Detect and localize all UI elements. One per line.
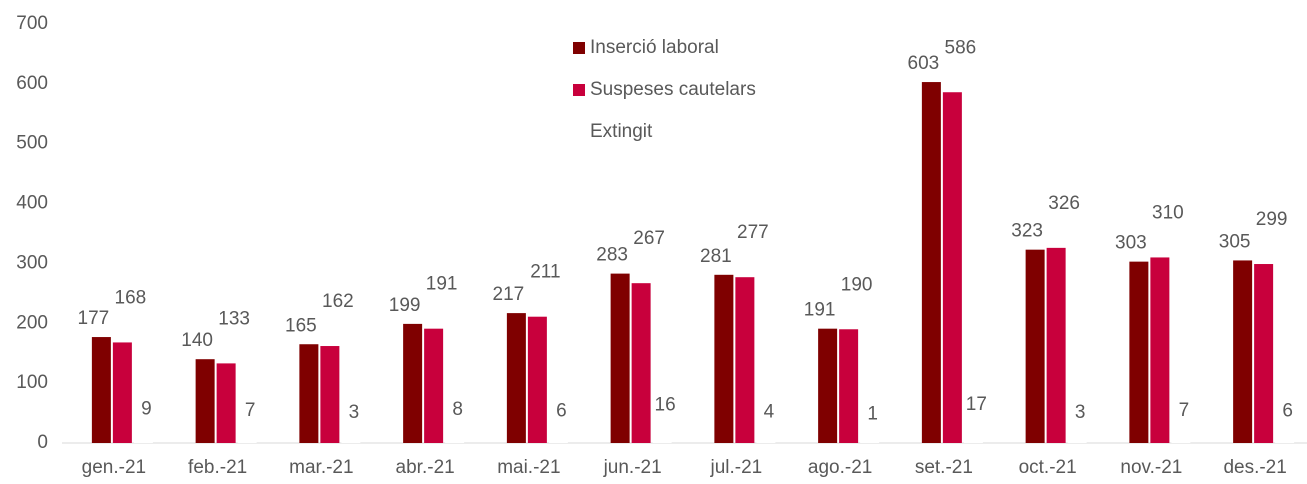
bar bbox=[195, 359, 215, 443]
bar bbox=[1171, 438, 1191, 443]
data-label: 211 bbox=[530, 262, 560, 283]
bar bbox=[237, 438, 257, 443]
bar bbox=[299, 344, 319, 443]
bar bbox=[963, 432, 983, 443]
bar bbox=[320, 346, 340, 443]
data-label: 281 bbox=[700, 246, 732, 267]
bar bbox=[216, 363, 236, 443]
data-label: 217 bbox=[493, 284, 525, 305]
data-label: 168 bbox=[115, 287, 147, 308]
x-tick-label: feb.-21 bbox=[188, 457, 247, 478]
data-label: 191 bbox=[426, 274, 458, 295]
data-label: 323 bbox=[1011, 221, 1043, 242]
bar bbox=[1129, 261, 1149, 443]
y-tick-label: 700 bbox=[16, 13, 48, 34]
data-label: 267 bbox=[633, 228, 665, 249]
data-label: 177 bbox=[78, 308, 110, 329]
data-label: 3 bbox=[1075, 402, 1086, 423]
data-label: 140 bbox=[181, 330, 213, 351]
data-label: 4 bbox=[764, 402, 775, 423]
bar bbox=[860, 442, 880, 443]
data-label: 6 bbox=[1282, 400, 1293, 421]
bar bbox=[1233, 260, 1253, 443]
data-label: 6 bbox=[556, 400, 567, 421]
bar bbox=[1275, 439, 1295, 443]
bar bbox=[1046, 247, 1066, 443]
x-tick-label: gen.-21 bbox=[82, 457, 146, 478]
data-label: 7 bbox=[245, 400, 256, 421]
x-tick-label: des.-21 bbox=[1223, 457, 1286, 478]
data-label: 1 bbox=[867, 403, 878, 424]
bar bbox=[942, 92, 962, 443]
bar bbox=[548, 439, 568, 443]
legend-label: Extingit bbox=[590, 121, 653, 142]
y-tick-label: 200 bbox=[16, 312, 48, 333]
data-label: 299 bbox=[1256, 209, 1288, 230]
data-label: 191 bbox=[804, 300, 836, 321]
data-label: 16 bbox=[655, 394, 676, 415]
legend-swatch bbox=[573, 84, 585, 96]
bar bbox=[1254, 264, 1274, 443]
bar bbox=[735, 277, 755, 443]
bar bbox=[818, 328, 838, 443]
bar bbox=[133, 437, 153, 443]
legend-label: Inserció laboral bbox=[590, 37, 719, 58]
legend-label: Suspeses cautelars bbox=[590, 79, 756, 100]
bar bbox=[610, 273, 630, 443]
bar bbox=[112, 342, 132, 443]
bar bbox=[445, 438, 465, 443]
bar bbox=[527, 316, 547, 443]
data-label: 603 bbox=[908, 53, 940, 74]
bar bbox=[921, 82, 941, 443]
data-label: 586 bbox=[945, 37, 977, 58]
data-label: 310 bbox=[1152, 202, 1184, 223]
x-tick-label: jul.-21 bbox=[710, 457, 763, 478]
data-label: 17 bbox=[966, 394, 987, 415]
legend-swatch bbox=[573, 126, 585, 138]
legend-swatch bbox=[573, 42, 585, 54]
x-tick-label: nov.-21 bbox=[1120, 457, 1182, 478]
data-label: 3 bbox=[349, 402, 360, 423]
x-tick-label: mar.-21 bbox=[289, 457, 353, 478]
x-tick-label: set.-21 bbox=[915, 457, 973, 478]
bar bbox=[506, 313, 526, 443]
data-label: 7 bbox=[1179, 400, 1190, 421]
bar bbox=[1150, 257, 1170, 443]
y-tick-label: 100 bbox=[16, 372, 48, 393]
bar bbox=[631, 283, 651, 443]
x-tick-label: oct.-21 bbox=[1019, 457, 1077, 478]
bar bbox=[1025, 249, 1045, 443]
y-tick-label: 400 bbox=[16, 193, 48, 214]
bar bbox=[756, 440, 776, 443]
y-tick-label: 500 bbox=[16, 133, 48, 154]
bar bbox=[652, 433, 672, 443]
data-label: 305 bbox=[1219, 231, 1251, 252]
y-tick-label: 600 bbox=[16, 73, 48, 94]
data-label: 303 bbox=[1115, 233, 1147, 254]
x-tick-label: ago.-21 bbox=[808, 457, 872, 478]
bar bbox=[1067, 441, 1087, 443]
x-tick-label: mai.-21 bbox=[497, 457, 560, 478]
x-tick-label: abr.-21 bbox=[396, 457, 455, 478]
bar bbox=[839, 329, 859, 443]
data-label: 283 bbox=[596, 245, 628, 266]
data-label: 326 bbox=[1048, 193, 1080, 214]
data-label: 162 bbox=[322, 291, 354, 312]
data-label: 277 bbox=[737, 222, 769, 243]
bar bbox=[91, 337, 111, 443]
data-label: 8 bbox=[452, 399, 463, 420]
bar bbox=[341, 441, 361, 443]
data-label: 133 bbox=[218, 308, 250, 329]
bar bbox=[403, 323, 423, 443]
data-label: 165 bbox=[285, 315, 317, 336]
y-tick-label: 300 bbox=[16, 252, 48, 273]
bar bbox=[424, 328, 444, 443]
data-label: 9 bbox=[141, 399, 152, 420]
data-label: 190 bbox=[841, 274, 873, 295]
y-tick-label: 0 bbox=[37, 432, 48, 453]
x-tick-label: jun.-21 bbox=[603, 457, 662, 478]
data-label: 199 bbox=[389, 295, 421, 316]
bar bbox=[714, 274, 734, 443]
